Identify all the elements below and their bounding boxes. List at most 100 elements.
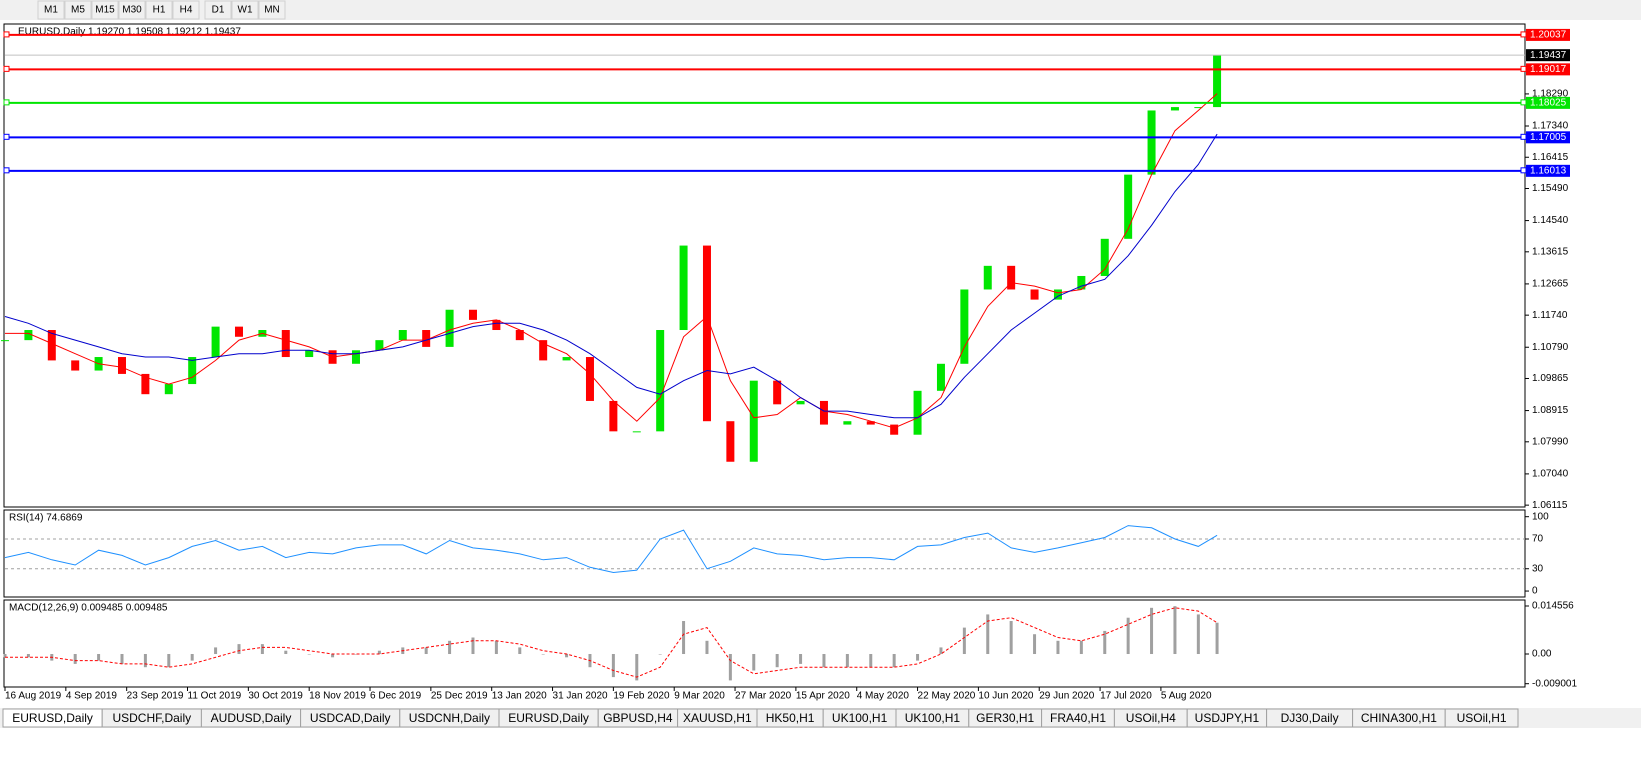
macd-bar bbox=[541, 654, 545, 655]
x-tick-label: 10 Jun 2020 bbox=[978, 691, 1033, 702]
candle-body bbox=[562, 357, 571, 361]
timeframe-label: M5 bbox=[71, 5, 85, 16]
level-handle bbox=[3, 31, 10, 38]
macd-header: MACD(12,26,9) 0.009485 0.009485 bbox=[9, 603, 168, 614]
macd-bar bbox=[1196, 614, 1200, 655]
candle-body bbox=[117, 357, 126, 374]
macd-bar bbox=[565, 654, 569, 658]
macd-bar bbox=[728, 654, 732, 681]
candle-body bbox=[1007, 265, 1016, 290]
timeframe-button[interactable] bbox=[145, 0, 173, 20]
macd-panel bbox=[3, 599, 1526, 688]
y-tick-label: 30 bbox=[1532, 563, 1544, 574]
macd-bar bbox=[611, 654, 615, 678]
candle-body bbox=[843, 421, 852, 425]
candle-body bbox=[890, 424, 899, 435]
chart-tab-label: XAUUSD,H1 bbox=[683, 711, 752, 725]
macd-bar bbox=[190, 654, 194, 661]
candle-body bbox=[164, 384, 173, 395]
macd-bar bbox=[448, 640, 452, 655]
candle-body bbox=[773, 380, 782, 405]
timeframe-button[interactable] bbox=[204, 0, 232, 20]
candle-body bbox=[1077, 275, 1086, 290]
chart-tab-label: GER30,H1 bbox=[976, 711, 1034, 725]
macd-bar bbox=[494, 640, 498, 655]
y-tick-label: 0 bbox=[1532, 586, 1538, 597]
macd-bar bbox=[939, 647, 943, 655]
macd-bar bbox=[682, 621, 686, 655]
candle-body bbox=[1124, 174, 1133, 239]
macd-bar bbox=[869, 654, 873, 668]
candle-body bbox=[375, 340, 384, 351]
level-price-box bbox=[1526, 63, 1570, 76]
candle-body bbox=[71, 360, 80, 371]
timeframe-button[interactable] bbox=[118, 0, 146, 20]
y-tick-label: 1.11740 bbox=[1532, 310, 1568, 321]
chart-tab-label: UK100,H1 bbox=[832, 711, 888, 725]
candle-body bbox=[632, 431, 641, 433]
macd-bar bbox=[1079, 640, 1083, 655]
candle-body bbox=[656, 330, 665, 432]
macd-bar bbox=[1173, 606, 1177, 655]
macd-bar bbox=[705, 640, 709, 655]
macd-bar bbox=[658, 654, 662, 655]
level-handle bbox=[1520, 31, 1527, 38]
level-price-label: 1.19017 bbox=[1530, 64, 1567, 75]
level-handle bbox=[1520, 65, 1527, 72]
level-price-label: 1.20037 bbox=[1530, 30, 1567, 41]
chart-tab-label: USDCAD,Daily bbox=[310, 711, 391, 725]
candle-body bbox=[492, 319, 501, 331]
x-tick-label: 6 Dec 2019 bbox=[370, 691, 422, 702]
last-price-label: 1.19437 bbox=[1530, 50, 1567, 61]
candle-body bbox=[983, 265, 992, 290]
candle-body bbox=[211, 326, 220, 358]
x-tick-label: 4 May 2020 bbox=[857, 691, 910, 702]
signal-line bbox=[5, 607, 1218, 678]
macd-bar bbox=[26, 654, 30, 658]
chart-tab-label: HK50,H1 bbox=[766, 711, 815, 725]
timeframe-button[interactable] bbox=[91, 0, 119, 20]
macd-bar bbox=[471, 637, 475, 655]
x-tick-label: 23 Sep 2019 bbox=[127, 691, 184, 702]
level-handle bbox=[1520, 99, 1527, 106]
chart-tab-label: AUDUSD,Daily bbox=[211, 711, 292, 725]
macd-bar bbox=[752, 654, 756, 671]
x-tick-label: 22 May 2020 bbox=[918, 691, 976, 702]
macd-bar bbox=[1126, 617, 1130, 655]
macd-bar bbox=[167, 654, 171, 668]
timeframe-button[interactable] bbox=[64, 0, 92, 20]
timeframe-label: D1 bbox=[212, 5, 225, 16]
timeframe-button[interactable] bbox=[172, 0, 200, 20]
candle-body bbox=[1, 340, 9, 342]
timeframe-button[interactable] bbox=[37, 0, 65, 20]
y-tick-label: 1.16415 bbox=[1532, 152, 1569, 163]
timeframe-button[interactable] bbox=[231, 0, 259, 20]
moving-average bbox=[4, 133, 1218, 419]
macd-bar bbox=[97, 654, 101, 661]
x-tick-label: 19 Feb 2020 bbox=[613, 691, 670, 702]
chart-tab-label: USDJPY,H1 bbox=[1195, 711, 1260, 725]
chart-tab[interactable] bbox=[1444, 708, 1519, 728]
timeframe-button[interactable] bbox=[258, 0, 286, 20]
candle-body bbox=[188, 357, 197, 385]
level-price-box bbox=[1526, 164, 1570, 177]
macd-bar bbox=[518, 647, 522, 655]
x-tick-label: 9 Mar 2020 bbox=[674, 691, 725, 702]
macd-bar bbox=[845, 654, 849, 668]
timeframe-label: M15 bbox=[95, 5, 115, 16]
x-tick-label: 17 Jul 2020 bbox=[1100, 691, 1152, 702]
macd-bar bbox=[822, 654, 826, 668]
y-tick-label: 1.07990 bbox=[1532, 436, 1569, 447]
y-tick-label: 100 bbox=[1532, 511, 1549, 522]
macd-bar bbox=[237, 644, 241, 655]
x-tick-label: 29 Jun 2020 bbox=[1039, 691, 1094, 702]
timeframe-label: W1 bbox=[238, 5, 253, 16]
candle-body bbox=[281, 330, 290, 358]
candle-body bbox=[398, 330, 407, 341]
macd-bar bbox=[799, 654, 803, 664]
candle-body bbox=[866, 421, 875, 425]
macd-bar bbox=[73, 654, 77, 664]
candle-body bbox=[1194, 107, 1203, 109]
y-tick-label: 1.13615 bbox=[1532, 246, 1569, 257]
